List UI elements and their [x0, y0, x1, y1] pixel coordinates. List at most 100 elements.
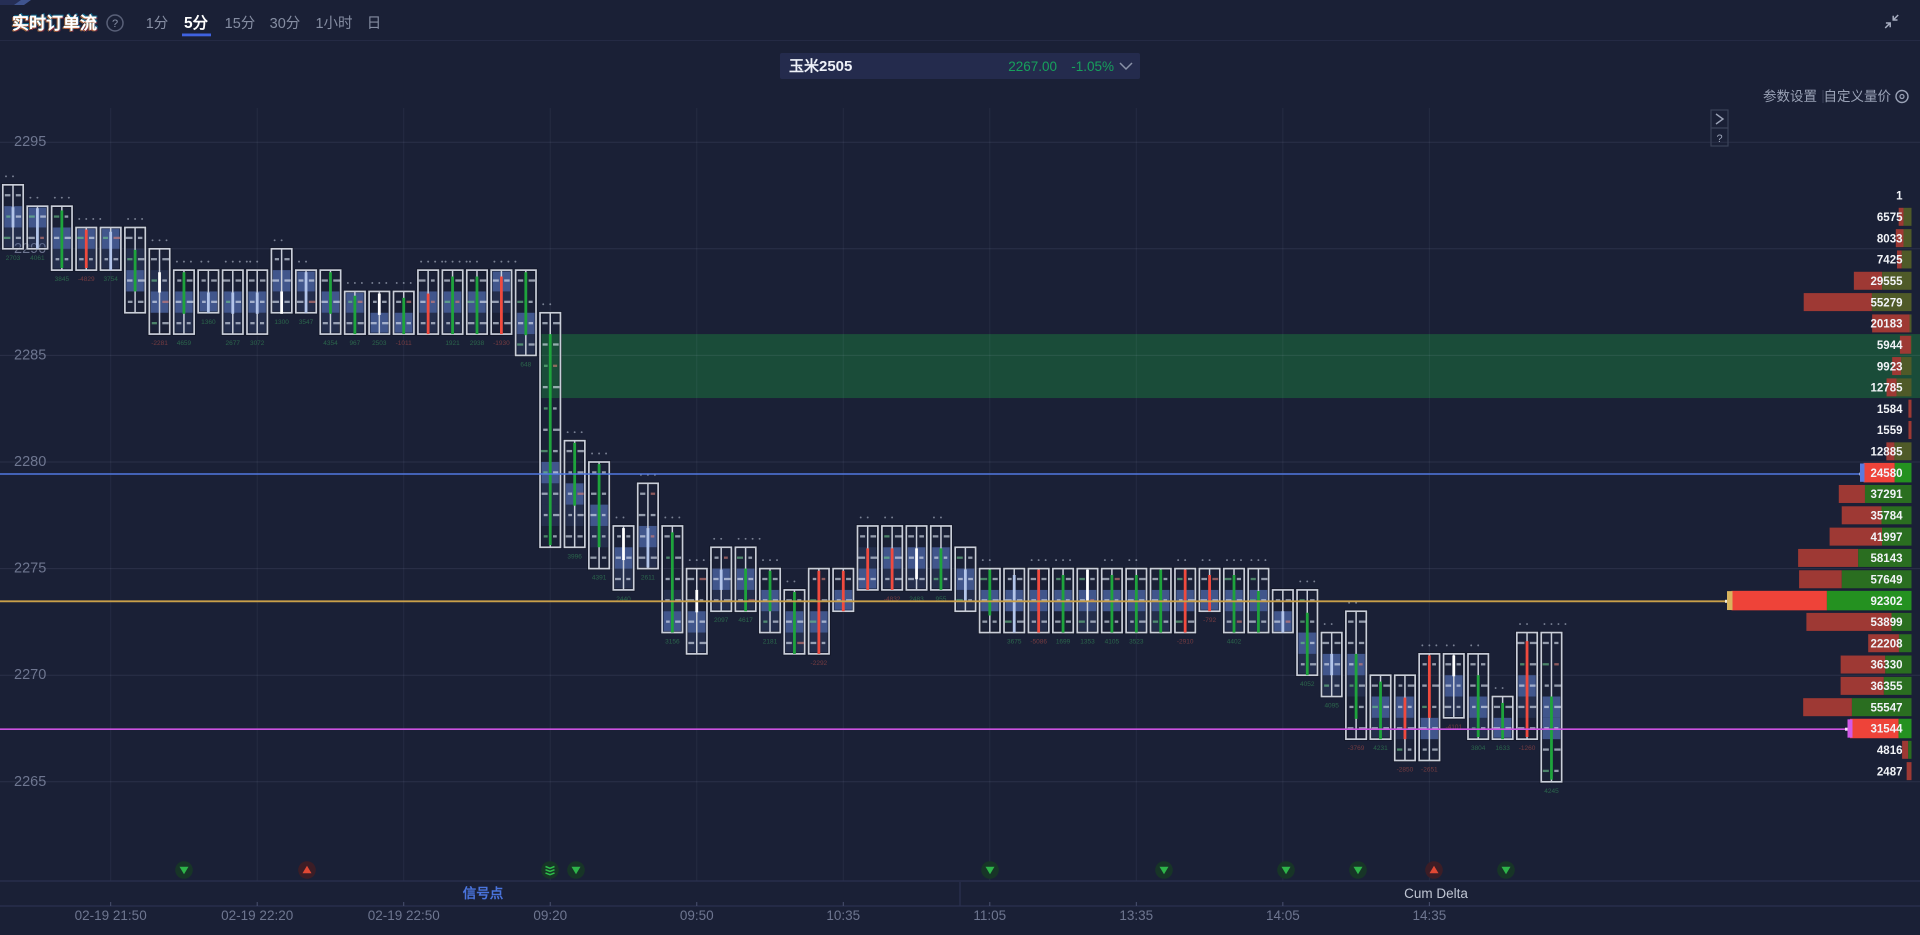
svg-text:57649: 57649: [1871, 574, 1903, 586]
svg-text:2483: 2483: [909, 596, 924, 603]
svg-text:4402: 4402: [1227, 639, 1242, 646]
svg-text:7425: 7425: [1877, 255, 1903, 267]
svg-text:31544: 31544: [1871, 724, 1904, 736]
svg-text:22208: 22208: [1871, 638, 1904, 650]
svg-text:4391: 4391: [592, 575, 607, 582]
svg-text:2487: 2487: [1877, 766, 1903, 778]
svg-text:-1.05%: -1.05%: [1071, 59, 1114, 74]
svg-text:4105: 4105: [1105, 639, 1120, 646]
svg-text:4095: 4095: [1324, 703, 1339, 710]
svg-text:3845: 3845: [55, 276, 70, 283]
svg-text:20183: 20183: [1871, 319, 1903, 331]
svg-text:2677: 2677: [226, 340, 241, 347]
svg-text:14:35: 14:35: [1412, 908, 1446, 923]
svg-text:?: ?: [112, 18, 118, 30]
svg-text:实时订单流: 实时订单流: [12, 13, 97, 33]
svg-text:参数设置: 参数设置: [1763, 88, 1817, 104]
svg-text:1300: 1300: [274, 319, 289, 326]
svg-text:3523: 3523: [1129, 639, 1144, 646]
svg-text:4052: 4052: [1300, 681, 1315, 688]
svg-text:4354: 4354: [323, 340, 338, 347]
svg-text:36330: 36330: [1871, 660, 1903, 672]
svg-text:1分: 1分: [146, 15, 169, 32]
svg-text:967: 967: [349, 340, 360, 347]
svg-text:9923: 9923: [1877, 361, 1903, 373]
svg-text:955: 955: [936, 596, 947, 603]
svg-text:1559: 1559: [1877, 425, 1903, 437]
svg-text:13:35: 13:35: [1119, 908, 1153, 923]
svg-text:4245: 4245: [1544, 788, 1559, 795]
svg-text:5944: 5944: [1877, 340, 1903, 352]
svg-text:4617: 4617: [738, 617, 753, 624]
svg-text:2285: 2285: [14, 347, 46, 363]
svg-text:-1260: -1260: [1519, 745, 1536, 752]
svg-text:8033: 8033: [1877, 233, 1903, 245]
svg-text:12785: 12785: [1871, 383, 1904, 395]
svg-text:1353: 1353: [1080, 639, 1095, 646]
svg-text:55279: 55279: [1871, 297, 1903, 309]
svg-text:-1930: -1930: [493, 340, 510, 347]
svg-text:1: 1: [1896, 191, 1903, 203]
svg-text:?: ?: [1716, 133, 1722, 145]
svg-text:36355: 36355: [1871, 681, 1904, 693]
svg-text:53899: 53899: [1871, 617, 1903, 629]
svg-text:2295: 2295: [14, 134, 46, 150]
svg-text:29555: 29555: [1871, 276, 1904, 288]
svg-text:2270: 2270: [14, 667, 46, 683]
svg-text:24580: 24580: [1871, 468, 1903, 480]
svg-text:2611: 2611: [641, 575, 655, 582]
svg-text:-4829: -4829: [78, 276, 95, 283]
svg-text:02-19 22:20: 02-19 22:20: [221, 908, 293, 923]
svg-text:3996: 3996: [567, 553, 582, 560]
svg-text:2703: 2703: [6, 255, 21, 262]
svg-text:-2651: -2651: [1421, 766, 1438, 773]
svg-text:4231: 4231: [1373, 745, 1388, 752]
svg-text:3072: 3072: [250, 340, 265, 347]
svg-text:2265: 2265: [14, 774, 46, 790]
svg-text:09:50: 09:50: [680, 908, 714, 923]
svg-text:15分: 15分: [225, 15, 256, 32]
svg-text:648: 648: [520, 361, 531, 368]
svg-text:3675: 3675: [1007, 639, 1022, 646]
svg-text:5分: 5分: [184, 14, 209, 32]
svg-text:自定义量价: 自定义量价: [1824, 89, 1892, 104]
svg-text:55547: 55547: [1871, 702, 1903, 714]
svg-text:1633: 1633: [1495, 745, 1510, 752]
svg-text:2181: 2181: [763, 639, 778, 646]
svg-text:2938: 2938: [470, 340, 485, 347]
svg-text:3547: 3547: [299, 319, 314, 326]
svg-text:日: 日: [367, 16, 382, 32]
svg-text:-2281: -2281: [151, 340, 168, 347]
svg-text:3156: 3156: [665, 639, 680, 646]
svg-text:2503: 2503: [372, 340, 387, 347]
svg-text:1584: 1584: [1877, 404, 1903, 416]
svg-text:14:05: 14:05: [1266, 908, 1300, 923]
svg-text:4659: 4659: [177, 340, 192, 347]
svg-text:58143: 58143: [1871, 553, 1903, 565]
svg-text:2275: 2275: [14, 561, 46, 577]
svg-text:-2850: -2850: [1397, 766, 1414, 773]
svg-text:02-19 21:50: 02-19 21:50: [75, 908, 147, 923]
svg-text:-2910: -2910: [1177, 639, 1194, 646]
svg-text:12885: 12885: [1871, 447, 1904, 459]
svg-text:4816: 4816: [1877, 745, 1903, 757]
svg-text:6575: 6575: [1877, 212, 1903, 224]
svg-text:2267.00: 2267.00: [1008, 59, 1057, 74]
svg-text:-4832: -4832: [884, 596, 901, 603]
svg-text:1360: 1360: [201, 319, 216, 326]
svg-text:-2292: -2292: [811, 660, 828, 667]
svg-text:信号点: 信号点: [463, 885, 504, 901]
svg-text:-3769: -3769: [1348, 745, 1365, 752]
svg-text:10:35: 10:35: [826, 908, 860, 923]
svg-text:3754: 3754: [103, 276, 118, 283]
svg-text:35784: 35784: [1871, 511, 1904, 523]
svg-text:92302: 92302: [1871, 596, 1903, 608]
svg-text:1小时: 1小时: [315, 15, 352, 32]
svg-text:1699: 1699: [1056, 639, 1071, 646]
svg-text:-1011: -1011: [396, 340, 413, 347]
svg-text:2440: 2440: [616, 596, 631, 603]
svg-text:30分: 30分: [270, 15, 301, 32]
svg-text:09:20: 09:20: [533, 908, 567, 923]
svg-text:玉米2505: 玉米2505: [789, 57, 852, 75]
svg-text:2097: 2097: [714, 617, 729, 624]
